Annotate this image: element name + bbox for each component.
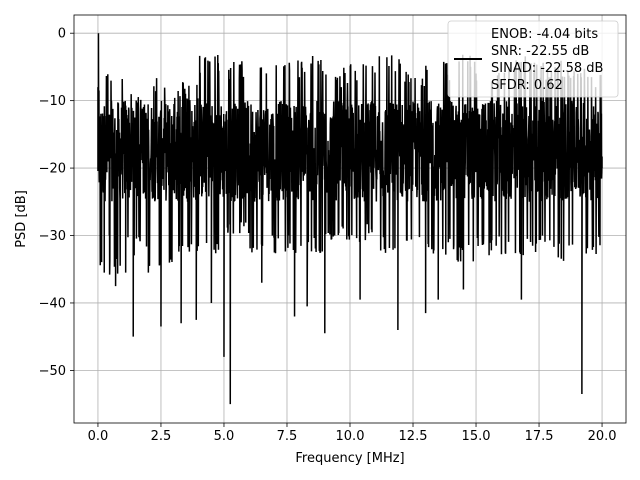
legend-entry: SNR: -22.55 dB — [491, 44, 589, 59]
x-tick-label: 10.0 — [336, 429, 365, 444]
x-tick-label: 2.5 — [151, 429, 172, 444]
y-tick-label: −10 — [39, 94, 66, 109]
x-tick-label: 15.0 — [462, 429, 491, 444]
y-tick-label: 0 — [58, 27, 66, 42]
x-axis-ticks: 0.0 2.5 5.0 7.5 10.0 12.5 15.0 17.5 20.0 — [88, 423, 617, 444]
x-tick-label: 5.0 — [214, 429, 235, 444]
plot-area — [97, 33, 603, 405]
x-tick-label: 17.5 — [525, 429, 554, 444]
legend: ENOB: -4.04 bits SNR: -22.55 dB SINAD: -22… — [447, 20, 619, 98]
psd-series-line — [97, 33, 603, 405]
y-tick-label: −40 — [39, 296, 66, 311]
legend-entry: SINAD: -22.58 dB — [491, 61, 603, 76]
y-tick-label: −50 — [39, 364, 66, 379]
x-axis-label: Frequency [MHz] — [295, 451, 404, 466]
x-tick-label: 20.0 — [588, 429, 617, 444]
y-tick-label: −20 — [39, 162, 66, 177]
x-tick-label: 7.5 — [277, 429, 298, 444]
y-axis-label: PSD [dB] — [14, 190, 29, 248]
x-tick-label: 12.5 — [399, 429, 428, 444]
legend-box — [447, 20, 619, 98]
x-tick-label: 0.0 — [88, 429, 109, 444]
y-axis-ticks: 0 −10 −20 −30 −40 −50 — [39, 27, 74, 379]
legend-entry: SFDR: 0.62 — [491, 78, 563, 93]
y-tick-label: −30 — [39, 229, 66, 244]
legend-entry: ENOB: -4.04 bits — [491, 27, 598, 42]
